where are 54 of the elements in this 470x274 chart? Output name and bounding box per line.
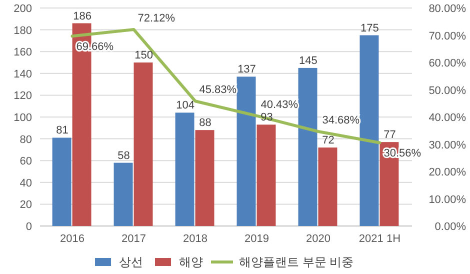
y-tick-label: 140 <box>14 68 32 80</box>
bar <box>134 62 153 226</box>
y2-tick-label: 50.00% <box>428 84 466 97</box>
data-label: 150 <box>134 50 153 62</box>
data-label: 104 <box>176 100 194 112</box>
y2-tick-label: 10.00% <box>428 194 466 206</box>
x-tick-label: 2018 <box>183 233 208 245</box>
bar <box>195 130 214 226</box>
y-tick-label: 20 <box>20 199 32 212</box>
y2-tick-label: 80.00% <box>428 3 466 15</box>
y-tick-label: 0 <box>26 221 32 233</box>
x-tick-label: 2021 1H <box>358 233 401 245</box>
data-label: 81 <box>56 124 68 137</box>
y-tick-label: 40 <box>20 177 32 190</box>
data-label: 175 <box>360 22 379 34</box>
bar <box>298 68 318 226</box>
y2-tick-label: 0.00% <box>434 221 466 233</box>
data-label: 137 <box>238 64 256 76</box>
y2-tick-label: 70.00% <box>428 30 466 42</box>
y-tick-label: 60 <box>20 156 32 168</box>
y-tick-label: 160 <box>14 46 32 59</box>
bar <box>360 35 379 226</box>
x-tick-label: 2019 <box>244 233 269 245</box>
x-tick-label: 2016 <box>60 233 85 245</box>
y-tick-label: 80 <box>20 134 32 146</box>
data-label: 77 <box>384 129 396 142</box>
bar <box>318 148 338 226</box>
x-tick-label: 2017 <box>122 233 146 245</box>
legend-label: 해양플랜트 부문 비중 <box>239 255 354 269</box>
data-label: 186 <box>73 10 92 22</box>
data-label: 58 <box>118 150 130 162</box>
data-label: 72 <box>322 134 334 147</box>
bar <box>256 124 276 226</box>
y2-tick-label: 40.00% <box>428 112 466 124</box>
y2-tick-label: 60.00% <box>428 58 466 70</box>
bar <box>114 162 133 226</box>
bar <box>236 76 256 226</box>
y-tick-label: 180 <box>14 24 32 37</box>
y2-tick-label: 20.00% <box>428 166 466 178</box>
data-label: 72.12% <box>138 12 176 24</box>
bar <box>52 138 72 226</box>
data-label: 45.83% <box>199 84 237 96</box>
data-label: 34.68% <box>322 114 360 126</box>
y-tick-label: 200 <box>14 3 32 15</box>
legend-label: 상선 <box>119 255 143 269</box>
y-tick-label: 120 <box>14 90 32 102</box>
data-label: 88 <box>199 117 212 130</box>
data-label: 145 <box>299 54 318 67</box>
y2-tick-label: 30.00% <box>428 139 466 152</box>
legend-label: 해양 <box>179 255 203 269</box>
data-label: 40.43% <box>260 98 298 111</box>
y-tick-label: 100 <box>14 112 32 124</box>
x-tick-label: 2020 <box>306 233 330 245</box>
bar <box>175 112 194 226</box>
